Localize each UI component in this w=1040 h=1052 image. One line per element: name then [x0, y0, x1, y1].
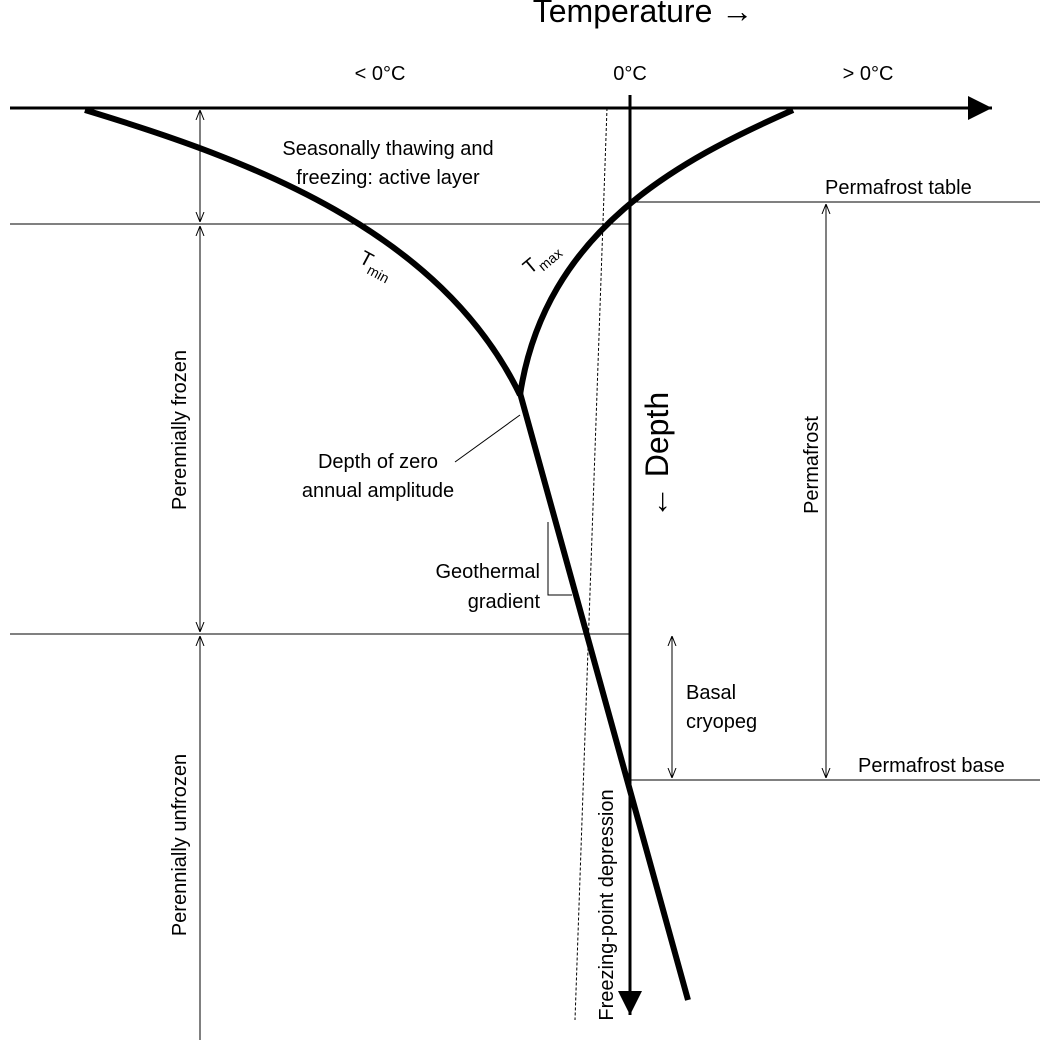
zero-amplitude-label: Depth of zero	[318, 451, 438, 473]
permafrost-label: Permafrost	[801, 416, 823, 514]
temp-label: < 0°C	[355, 63, 406, 85]
gradient-bracket	[547, 522, 572, 596]
geothermal-label: Geothermal	[436, 561, 541, 583]
tmax-label: Tmax	[519, 237, 565, 282]
tmin-label: Tmin	[354, 247, 397, 286]
active-layer-label: Seasonally thawing and	[282, 138, 493, 160]
unfrozen-label: Perennially unfrozen	[169, 754, 191, 936]
temp-label: > 0°C	[843, 63, 894, 85]
depth-label: ← Depth	[639, 392, 675, 518]
geothermal-label: gradient	[468, 591, 541, 613]
freezing-point-line	[574, 107, 608, 1021]
permafrost-table-label: Permafrost table	[825, 177, 972, 199]
active-layer-label: freezing: active layer	[296, 167, 480, 189]
permafrost-base-label: Permafrost base	[858, 755, 1005, 777]
temp-label: 0°C	[613, 63, 647, 85]
cryopeg-label: cryopeg	[686, 711, 757, 733]
frozen-label: Perennially frozen	[169, 350, 191, 510]
cryopeg-label: Basal	[686, 682, 736, 704]
leader-line	[454, 414, 521, 463]
zero-amplitude-label: annual amplitude	[302, 480, 454, 502]
tmax-curve	[517, 107, 795, 396]
title: Temperature →	[533, 0, 754, 29]
tmin-curve	[84, 107, 523, 397]
freezing-point-label: Freezing-point depression	[596, 789, 618, 1020]
geotherm	[517, 392, 691, 1001]
